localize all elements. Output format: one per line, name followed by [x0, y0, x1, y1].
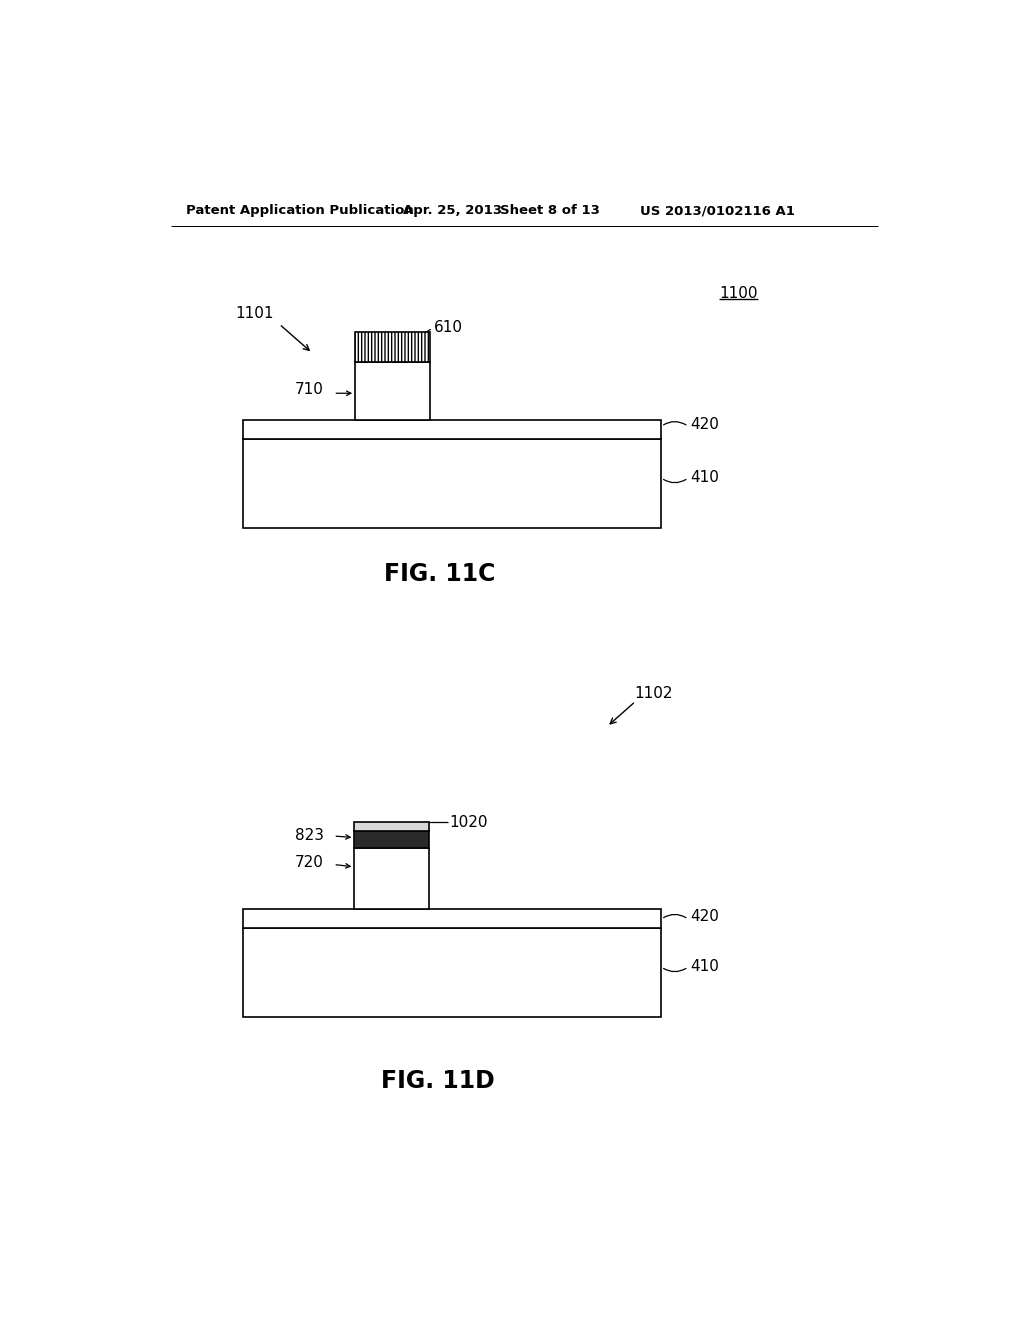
- Text: 610: 610: [434, 321, 463, 335]
- Text: FIG. 11D: FIG. 11D: [381, 1069, 495, 1093]
- Bar: [243, 928, 662, 1016]
- Text: 420: 420: [690, 417, 719, 432]
- Text: FIG. 11C: FIG. 11C: [384, 562, 496, 586]
- Text: Apr. 25, 2013: Apr. 25, 2013: [403, 205, 502, 218]
- Text: 1102: 1102: [634, 686, 673, 701]
- Bar: [355, 363, 430, 420]
- Bar: [355, 331, 430, 363]
- Bar: [354, 847, 429, 909]
- Bar: [243, 909, 662, 928]
- Text: 410: 410: [690, 470, 719, 486]
- Text: 420: 420: [690, 909, 719, 924]
- Bar: [355, 331, 430, 363]
- Text: 1100: 1100: [719, 285, 758, 301]
- Text: 710: 710: [295, 381, 324, 397]
- Text: 1101: 1101: [234, 306, 273, 322]
- Text: Patent Application Publication: Patent Application Publication: [186, 205, 414, 218]
- Bar: [354, 830, 429, 847]
- Text: 1020: 1020: [450, 814, 488, 830]
- Text: 410: 410: [690, 960, 719, 974]
- Text: Sheet 8 of 13: Sheet 8 of 13: [500, 205, 600, 218]
- Text: US 2013/0102116 A1: US 2013/0102116 A1: [640, 205, 795, 218]
- Text: 823: 823: [295, 829, 324, 843]
- Bar: [243, 420, 662, 440]
- Bar: [243, 440, 662, 528]
- Text: 720: 720: [295, 855, 324, 870]
- Bar: [354, 822, 429, 830]
